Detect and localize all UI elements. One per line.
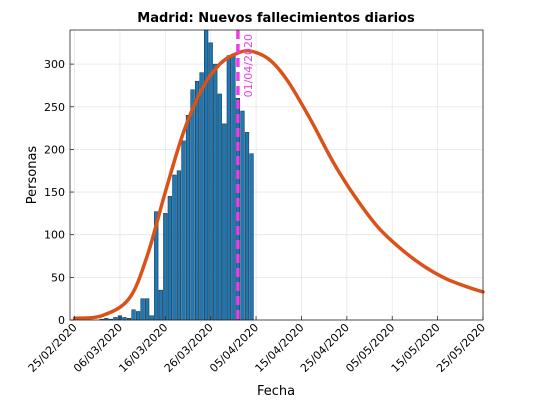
plot-frame (69, 29, 484, 321)
bar (135, 311, 141, 321)
bar (217, 93, 222, 321)
y-axis-ticks: 0 50 100 150 200 250 300 (44, 58, 74, 327)
plot-background (70, 30, 483, 320)
fit-curve-line (72, 49, 485, 321)
bar (244, 132, 250, 321)
y-tick-label: 0 (58, 314, 65, 327)
bar (231, 55, 236, 321)
date-marker-label: 01/04/2020 (242, 34, 255, 97)
bar (240, 110, 245, 321)
y-tick-label: 150 (44, 186, 65, 199)
bar (140, 298, 145, 321)
bar (190, 89, 195, 321)
y-tick-label: 300 (44, 58, 65, 71)
bar (194, 80, 200, 321)
bar (145, 298, 150, 321)
bar (176, 170, 182, 321)
bar (249, 153, 254, 321)
bar (181, 140, 186, 321)
bar (222, 123, 227, 321)
y-axis-label: Personas (25, 146, 40, 205)
bar (208, 42, 213, 321)
bar (149, 315, 154, 321)
bar (172, 174, 177, 321)
y-tick-label: 100 (44, 229, 65, 242)
chart-title: Madrid: Nuevos fallecimientos diarios (137, 11, 415, 26)
y-tick-label: 50 (51, 271, 65, 284)
x-axis-label: Fecha (257, 384, 295, 399)
bar (213, 63, 218, 321)
bar (185, 115, 191, 321)
bar (204, 29, 209, 321)
y-tick-label: 200 (44, 143, 65, 156)
bar (158, 289, 163, 321)
bar (131, 309, 136, 321)
x-axis-ticks: 25/02/202006/03/202016/03/202026/03/2020… (26, 316, 488, 375)
y-tick-label: 250 (44, 101, 65, 114)
bar (226, 55, 231, 321)
x-tick-label: 25/05/2020 (434, 321, 488, 375)
bar (163, 213, 168, 321)
bar (167, 196, 172, 321)
bar (199, 72, 204, 321)
